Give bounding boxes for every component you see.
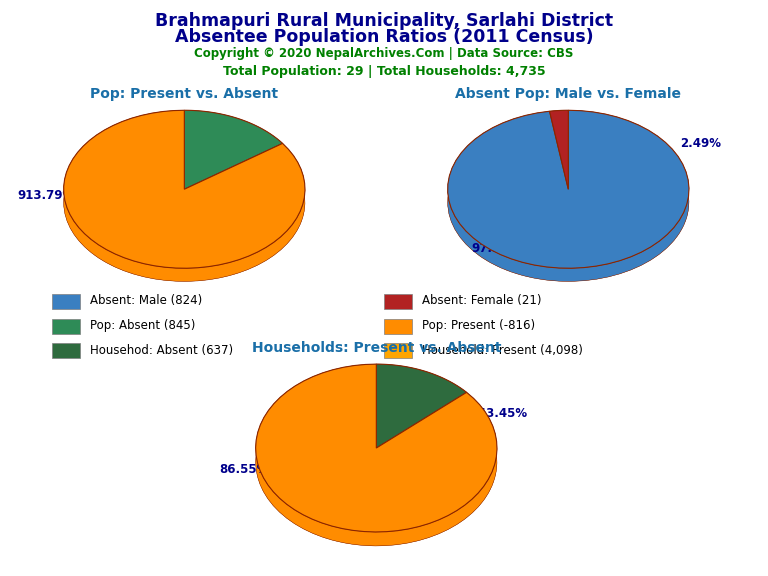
Ellipse shape	[448, 123, 689, 282]
Ellipse shape	[64, 123, 305, 282]
Text: Househod: Absent (637): Househod: Absent (637)	[91, 344, 233, 357]
Polygon shape	[256, 364, 497, 532]
Text: Copyright © 2020 NepalArchives.Com | Data Source: CBS: Copyright © 2020 NepalArchives.Com | Dat…	[194, 47, 574, 60]
Polygon shape	[448, 110, 689, 268]
Polygon shape	[448, 110, 689, 282]
Text: 2.49%: 2.49%	[680, 137, 722, 150]
Text: Brahmapuri Rural Municipality, Sarlahi District: Brahmapuri Rural Municipality, Sarlahi D…	[155, 12, 613, 29]
Text: Pop: Present (-816): Pop: Present (-816)	[422, 319, 535, 332]
Ellipse shape	[256, 378, 497, 546]
Polygon shape	[376, 364, 467, 406]
Text: Household: Present (4,098): Household: Present (4,098)	[422, 344, 583, 357]
Bar	[384, 343, 412, 358]
Text: 913.79%: 913.79%	[18, 190, 75, 202]
Text: Total Population: 29 | Total Households: 4,735: Total Population: 29 | Total Households:…	[223, 65, 545, 78]
Bar	[52, 343, 80, 358]
Polygon shape	[64, 110, 305, 268]
Bar	[52, 294, 80, 309]
Text: 86.55%: 86.55%	[219, 463, 268, 476]
Text: Absent: Male (824): Absent: Male (824)	[91, 294, 203, 307]
Bar	[384, 319, 412, 334]
Polygon shape	[550, 110, 568, 124]
Title: Pop: Present vs. Absent: Pop: Present vs. Absent	[91, 87, 278, 101]
Polygon shape	[184, 110, 283, 157]
Bar	[384, 294, 412, 309]
Polygon shape	[256, 364, 497, 546]
Text: 13.45%: 13.45%	[478, 407, 528, 419]
Title: Absent Pop: Male vs. Female: Absent Pop: Male vs. Female	[455, 87, 681, 101]
Polygon shape	[550, 110, 568, 190]
Text: Pop: Absent (845): Pop: Absent (845)	[91, 319, 196, 332]
Text: Absent: Female (21): Absent: Female (21)	[422, 294, 541, 307]
Polygon shape	[376, 364, 467, 448]
Polygon shape	[64, 110, 305, 282]
Text: Absentee Population Ratios (2011 Census): Absentee Population Ratios (2011 Census)	[174, 28, 594, 46]
Text: 97.51%: 97.51%	[472, 242, 521, 255]
Polygon shape	[184, 110, 283, 190]
Bar	[52, 319, 80, 334]
Title: Households: Present vs. Absent: Households: Present vs. Absent	[252, 340, 501, 355]
